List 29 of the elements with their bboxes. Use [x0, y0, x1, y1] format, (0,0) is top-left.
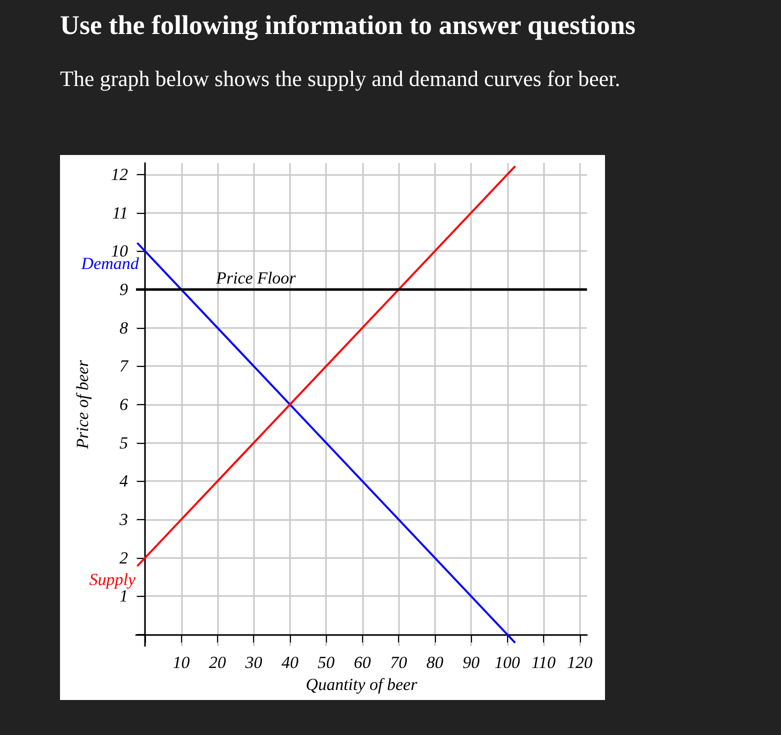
x-tick-label: 10 [172, 653, 190, 672]
chart-subtitle: The graph below shows the supply and demand curves for beer. [60, 66, 620, 92]
series-label: Supply [89, 570, 136, 589]
x-tick-label: 60 [354, 653, 372, 672]
y-tick-label: 5 [120, 433, 128, 452]
y-tick-label: 8 [120, 318, 128, 338]
x-tick-label: 100 [494, 653, 521, 672]
y-tick-label: 4 [120, 472, 128, 491]
x-tick-label: 80 [426, 653, 444, 672]
x-tick-label: 40 [281, 653, 299, 672]
x-tick-label: 110 [531, 653, 556, 672]
y-axis-title: Price of beer [73, 360, 92, 450]
x-tick-label: 90 [462, 653, 480, 672]
y-tick-label: 12 [111, 165, 128, 184]
x-tick-label: 70 [390, 653, 408, 672]
y-tick-label: 2 [120, 548, 128, 568]
ref-line-label: Price Floor [215, 268, 296, 288]
x-tick-label: 20 [209, 653, 227, 672]
y-tick-label: 1 [120, 586, 128, 606]
y-tick-label: 9 [120, 280, 128, 299]
y-tick-label: 7 [120, 356, 130, 376]
x-tick-label: 50 [318, 653, 336, 672]
y-tick-label: 6 [120, 395, 128, 414]
x-axis-title: Quantity of beer [306, 674, 418, 694]
x-tick-label: 30 [244, 653, 263, 672]
x-tick-label: 120 [567, 653, 594, 672]
y-tick-label: 3 [118, 510, 128, 529]
y-tick-label: 11 [112, 203, 128, 222]
chart-title: Use the following information to answer questions [60, 10, 636, 41]
